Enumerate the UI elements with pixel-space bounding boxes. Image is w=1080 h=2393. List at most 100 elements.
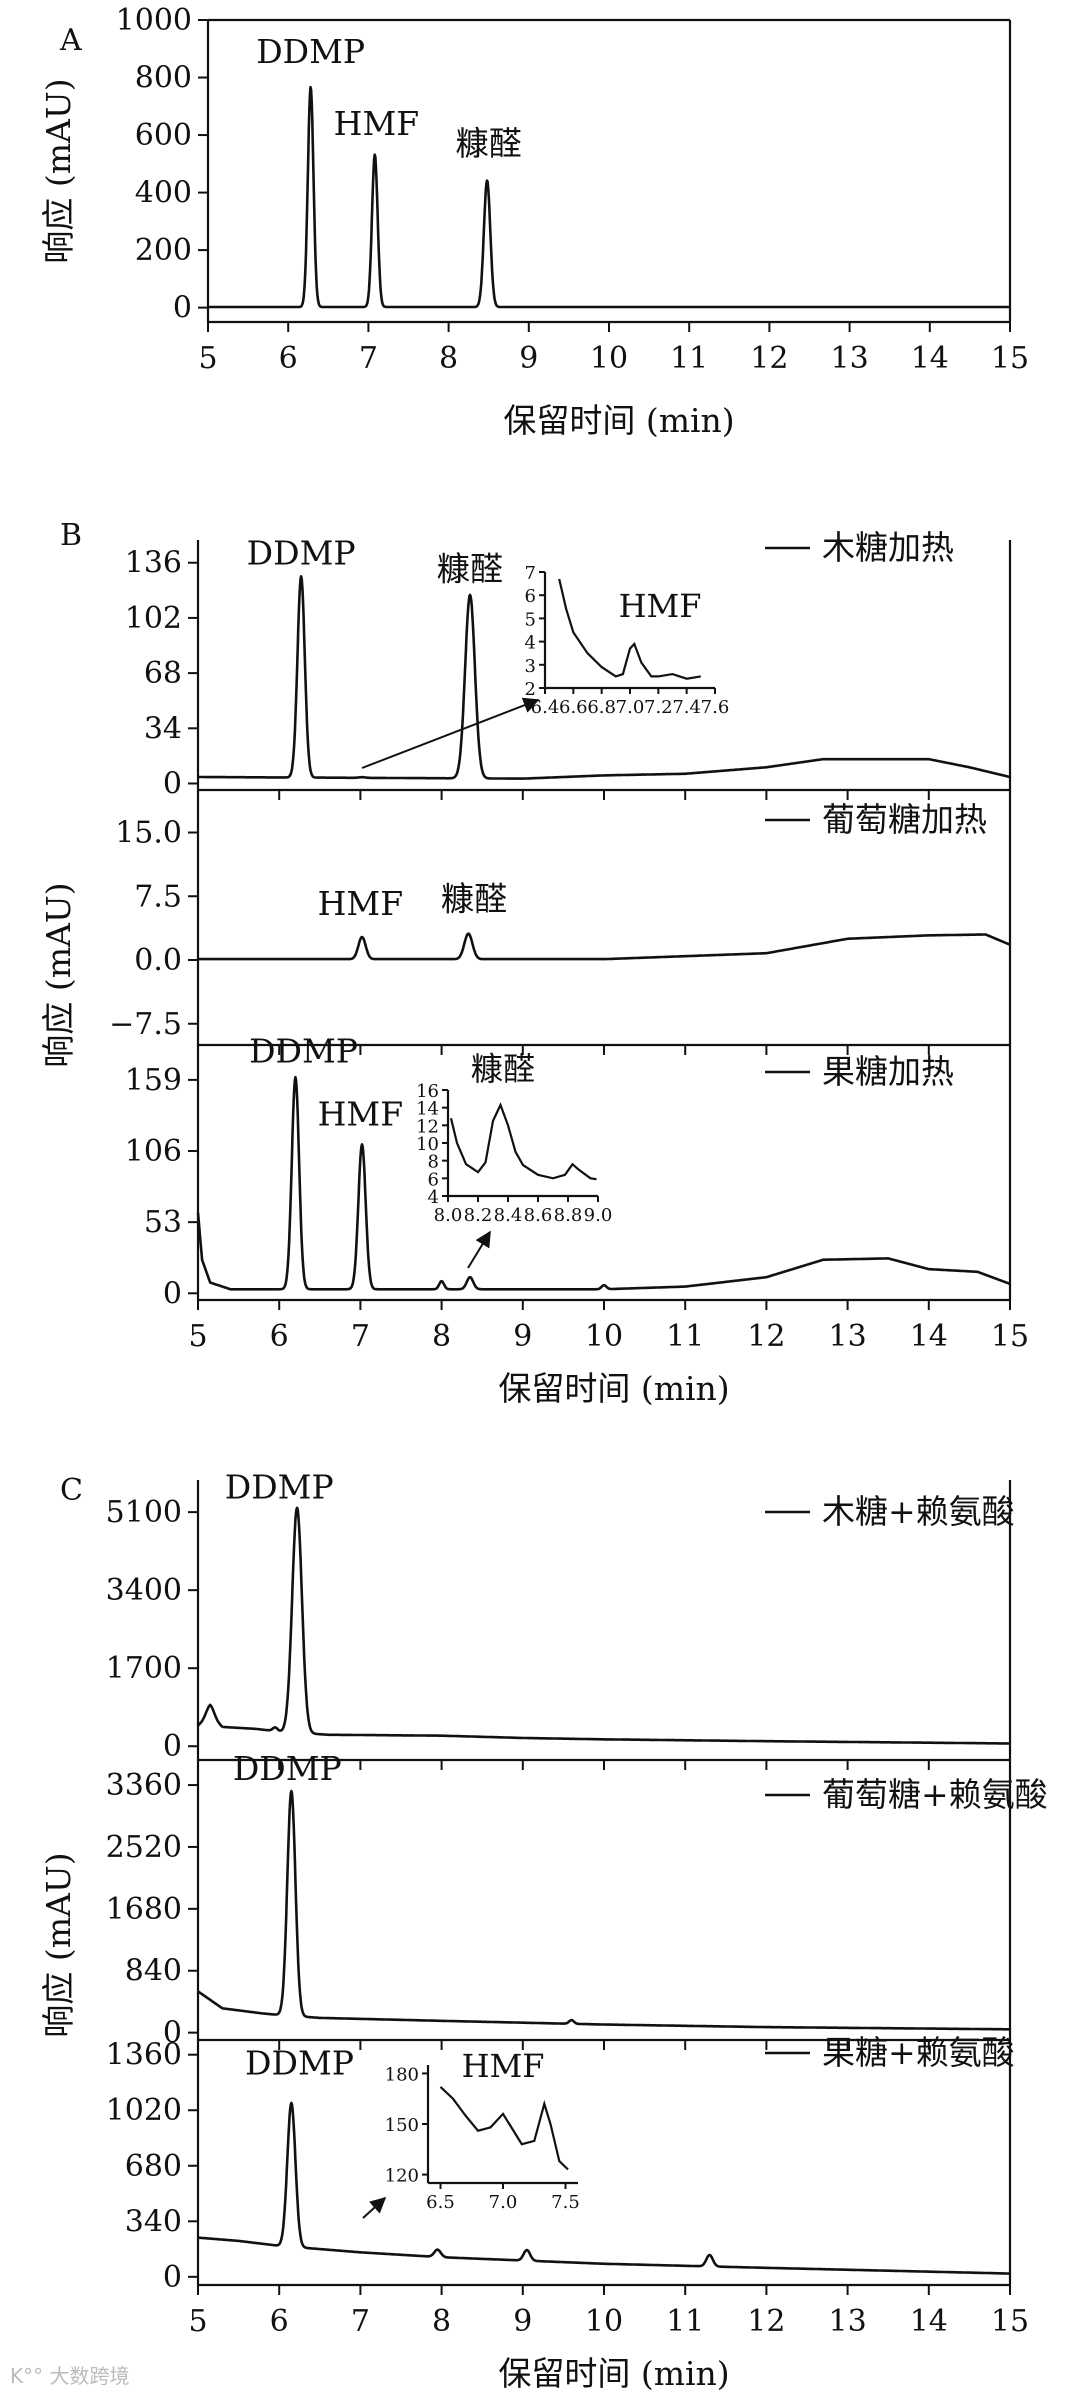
x-tick-label: 15	[991, 341, 1029, 376]
x-tick-label: 7	[351, 2304, 370, 2339]
y-tick-label: 53	[144, 1205, 182, 1240]
inset-x-tick-label: 6.5	[426, 2192, 455, 2213]
inset-y-tick-label: 4	[428, 1187, 439, 1208]
y-axis-title: 响应 (mAU)	[39, 882, 78, 1067]
inset-arrow	[361, 697, 540, 769]
inset-y-tick-label: 14	[416, 1099, 439, 1120]
y-tick-label: 0	[163, 2260, 182, 2295]
peak-label: HMF	[318, 884, 403, 923]
y-axis-title: 响应 (mAU)	[39, 78, 78, 263]
inset-y-tick-label: 12	[416, 1116, 439, 1137]
y-tick-label: 102	[125, 601, 182, 636]
peak-label: DDMP	[245, 2043, 354, 2082]
x-tick-label: 15	[991, 2304, 1029, 2339]
inset-x-tick-label: 8.6	[524, 1205, 553, 1226]
y-tick-label: 3360	[106, 1768, 182, 1803]
inset-x-tick-label: 8.8	[554, 1205, 583, 1226]
inset-peak-label: 糠醛	[471, 1050, 535, 1088]
x-tick-label: 12	[747, 1319, 785, 1354]
peak-label: 糠醛	[441, 880, 507, 919]
x-tick-label: 9	[513, 2304, 532, 2339]
y-tick-label: 680	[125, 2149, 182, 2184]
inset-series-line	[558, 578, 701, 680]
peak-label: DDMP	[233, 1749, 342, 1788]
series-line	[197, 1789, 1011, 2031]
inset-peak-label: HMF	[462, 2047, 545, 2085]
y-tick-label: 0	[163, 1729, 182, 1764]
peak-label: DDMP	[225, 1467, 334, 1506]
inset-y-tick-label: 2	[525, 679, 536, 700]
y-tick-label: −7.5	[109, 1007, 182, 1042]
y-tick-label: 2520	[106, 1830, 182, 1865]
x-tick-label: 13	[829, 1319, 867, 1354]
legend-label: 木糖+赖氨酸	[822, 1492, 1015, 1531]
inset-y-tick-label: 4	[525, 633, 536, 654]
legend-label: 木糖加热	[822, 528, 954, 567]
peak-label: DDMP	[247, 533, 356, 572]
y-tick-label: 0	[173, 291, 192, 326]
peak-label: DDMP	[249, 1031, 358, 1070]
series-line	[196, 1075, 1011, 1291]
x-tick-label: 10	[590, 341, 628, 376]
inset-peak-label: HMF	[619, 587, 702, 625]
x-tick-label: 14	[910, 2304, 948, 2339]
inset-y-tick-label: 7	[525, 563, 536, 584]
inset-y-tick-label: 16	[416, 1081, 439, 1102]
x-tick-label: 5	[188, 1319, 207, 1354]
y-tick-label: 200	[135, 233, 192, 268]
panel-label: B	[60, 518, 82, 553]
x-tick-label: 5	[198, 341, 217, 376]
inset-x-tick-label: 9.0	[584, 1205, 613, 1226]
inset-y-tick-label: 8	[428, 1152, 439, 1173]
chart-panel-C1: C 0 1700 3400 5100 DDMP 木糖+赖氨酸	[60, 1467, 1015, 1770]
peak-label: HMF	[318, 1095, 403, 1134]
x-tick-label: 6	[270, 1319, 289, 1354]
x-tick-label: 12	[750, 341, 788, 376]
y-tick-label: 0	[163, 767, 182, 802]
peak-label: DDMP	[256, 32, 365, 71]
inset-x-tick-label: 7.2	[644, 697, 673, 718]
series-line	[197, 932, 1011, 961]
series-line	[197, 2101, 1011, 2275]
panel-label: A	[59, 23, 82, 58]
y-tick-label: 1020	[106, 2093, 182, 2128]
chart-panel-A: A 0 200 400 600 800 1000 5 6 7 8 9 10 11 12 13 14 15 保留时间 …	[39, 3, 1029, 440]
x-tick-label: 10	[585, 2304, 623, 2339]
y-tick-label: 3400	[106, 1573, 182, 1608]
x-tick-label: 12	[747, 2304, 785, 2339]
series-line	[197, 1506, 1011, 1745]
peak-label: 糠醛	[437, 550, 503, 589]
y-tick-label: 400	[135, 176, 192, 211]
legend-label: 葡萄糖+赖氨酸	[822, 1775, 1048, 1814]
inset-y-tick-label: 150	[385, 2115, 419, 2136]
x-tick-label: 7	[359, 341, 378, 376]
chart-panel-B2: −7.5 0.0 7.5 15.0 响应 (mAU) HMF 糠醛 葡萄糖加热	[39, 790, 1012, 1068]
x-tick-label: 9	[513, 1319, 532, 1354]
inset-x-tick-label: 8.0	[434, 1205, 463, 1226]
inset-y-tick-label: 3	[525, 656, 536, 677]
legend-label: 果糖+赖氨酸	[822, 2033, 1015, 2072]
x-tick-label: 8	[432, 1319, 451, 1354]
x-tick-label: 14	[911, 341, 949, 376]
inset-arrow	[362, 2196, 387, 2219]
x-axis-title: 保留时间 (min)	[498, 2354, 729, 2393]
y-tick-label: 1700	[106, 1651, 182, 1686]
inset-x-tick-label: 8.2	[464, 1205, 493, 1226]
x-tick-label: 14	[910, 1319, 948, 1354]
x-axis-title: 保留时间 (min)	[498, 1369, 729, 1408]
panel-label: C	[60, 1473, 83, 1508]
legend-label: 葡萄糖加热	[822, 800, 987, 839]
inset-x-tick-label: 6.8	[587, 697, 616, 718]
inset-series-line	[449, 1102, 597, 1181]
inset-arrow	[467, 1230, 491, 1269]
inset-x-tick-label: 7.5	[551, 2192, 580, 2213]
y-tick-label: 1680	[106, 1892, 182, 1927]
y-tick-label: 15.0	[115, 816, 182, 851]
y-tick-label: 136	[125, 546, 182, 581]
y-tick-label: 5100	[106, 1495, 182, 1530]
y-tick-label: 1360	[106, 2038, 182, 2073]
